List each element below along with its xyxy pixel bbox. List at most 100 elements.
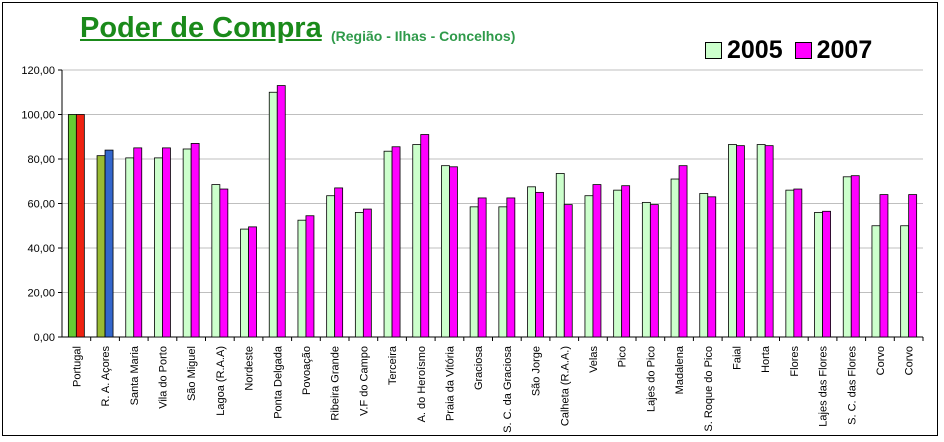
x-tick-label: Povoação [301,346,313,395]
bar-2007 [649,204,659,338]
x-tick-label: Lagoa (R.A.A) [215,346,227,416]
x-tick-label: Praia da Vitória [444,345,456,421]
bar-2005 [871,225,881,338]
bar-2007 [133,147,143,338]
bar-2007 [506,197,516,338]
legend-swatch-2005 [705,42,722,59]
legend-label-2007: 2007 [816,36,873,64]
bar-2007 [334,187,344,338]
bar-2005 [785,189,795,338]
bar-2007 [908,194,918,338]
bar-2005 [469,206,479,338]
x-tick-label: São Miguel [186,346,198,401]
bar-2007 [879,194,889,338]
x-tick-label: Corvo [875,346,887,375]
bar-2007 [276,85,286,338]
bar-2005 [96,155,106,338]
bar-2007 [563,204,573,338]
legend: 2005 2007 [705,36,884,65]
bar-2005 [268,91,278,338]
bar-2005 [699,193,709,338]
bar-2007 [850,175,860,338]
x-tick-label: V.F do Campo [358,346,370,416]
bar-2005 [354,211,364,338]
bar-2005 [527,186,536,338]
legend-swatch-2007 [794,42,812,59]
y-tick-label: 120,00 [21,65,55,77]
bar-2005 [498,206,508,338]
legend-item-2007: 2007 [794,36,873,65]
x-tick-label: Lajes do Pico [645,346,657,412]
bar-2007 [248,226,257,338]
bar-2005 [842,176,852,338]
x-tick-label: Nordeste [244,346,256,391]
bar-2005 [154,157,163,338]
bar-2005 [326,195,336,338]
x-tick-label: A. do Heroísmo [416,346,428,422]
bar-2005 [412,144,422,338]
bar-2007 [477,197,487,338]
bar-2005 [67,114,77,338]
x-tick-label: R. A. Açores [100,346,112,407]
bar-2007 [219,188,229,338]
bar-2005 [125,157,135,338]
x-tick-label: Graciosa [473,345,485,390]
x-tick-label: Santa Maria [129,345,141,405]
x-tick-label: Corvo [904,346,916,375]
bar-2007 [305,215,315,338]
bar-2007 [420,134,430,338]
bar-2007 [190,143,200,338]
x-tick-label: Flores [789,346,801,377]
x-tick-label: Faial [731,346,743,370]
x-tick-label: S. C. da Graciosa [502,345,514,433]
bar-2005 [670,178,680,338]
bar-2005 [728,144,737,338]
bar-2005 [211,184,221,338]
legend-item-2005: 2005 [705,36,783,65]
x-tick-label: Terceira [387,345,399,385]
bar-2007 [621,185,631,338]
x-tick-label: Ribeira Grande [330,346,342,421]
bar-2007 [707,196,717,338]
bar-2007 [535,191,544,338]
y-tick-label: 60,00 [27,199,55,211]
x-tick-label: São Jorge [531,346,543,396]
bar-2007 [449,166,458,338]
bar-2005 [814,211,823,338]
x-tick-label: S. Roque do Pico [703,346,715,432]
x-tick-label: Ponta Delgada [272,345,284,419]
x-tick-label: Calheta (R.A.A.) [559,346,571,426]
y-tick-label: 80,00 [27,154,55,166]
bar-2007 [75,114,85,338]
bar-2005 [383,150,393,338]
bar-2005 [613,189,623,338]
x-tick-label: Vila do Porto [157,346,169,409]
chart-subtitle: (Região - Ilhas - Concelhos) [331,28,516,44]
y-tick-label: 40,00 [27,243,55,255]
bar-2005 [240,228,249,338]
x-tick-label: Velas [588,346,600,373]
y-tick-label: 20,00 [27,288,55,300]
x-tick-label: Portugal [71,346,83,387]
bar-2005 [441,165,450,338]
chart-title: Poder de Compra [80,12,322,44]
bar-2007 [764,145,774,338]
bar-2007 [736,145,745,338]
y-tick-label: 100,00 [21,110,55,122]
bar-2005 [900,225,910,338]
bar-2007 [678,165,688,338]
x-tick-label: S. C. das Flores [846,346,858,425]
bar-2007 [822,210,831,338]
bar-2007 [362,208,372,338]
bar-2007 [391,146,401,338]
bar-2005 [555,173,565,338]
x-tick-label: Madalena [674,345,686,394]
x-tick-label: Horta [760,345,772,373]
bar-2007 [592,184,602,338]
bar-2007 [793,188,803,338]
bar-2005 [584,195,594,338]
x-tick-label: Lajes das Flores [818,346,830,427]
x-tick-label: Pico [617,346,629,367]
bar-2007 [162,147,171,338]
